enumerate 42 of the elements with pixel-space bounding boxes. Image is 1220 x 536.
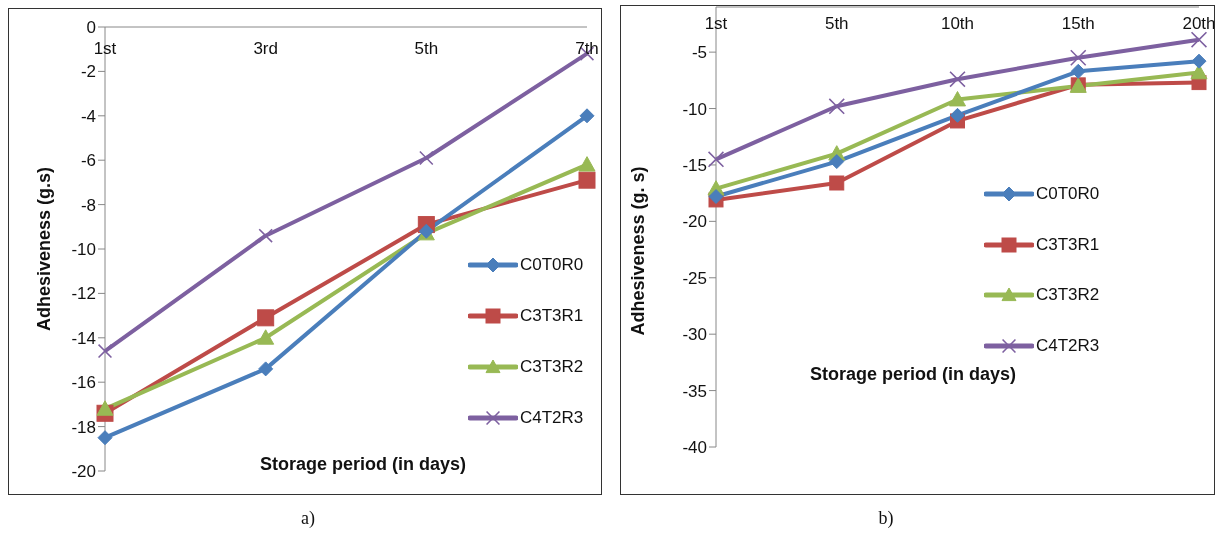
y-tick-label: -6: [80, 151, 96, 171]
y-axis-title: Adhesiveness (g. s): [627, 166, 649, 336]
y-tick-label: -18: [71, 417, 96, 437]
y-tick-label: -35: [682, 381, 707, 401]
x-tick-label: 7th: [575, 39, 599, 58]
x-tick-label: 10th: [940, 14, 975, 33]
y-tick-label: -15: [682, 155, 707, 175]
y-tick-label: -2: [80, 62, 96, 82]
x-tick-label: 3rd: [253, 39, 278, 58]
legend-label: C0T0R0: [520, 254, 584, 275]
y-tick-label: -4: [80, 106, 96, 126]
x-axis-title: Storage period (in days): [259, 453, 467, 475]
y-tick-label: -8: [80, 195, 96, 215]
x-tick-label: 5th: [824, 14, 849, 33]
y-tick-label: -14: [71, 328, 96, 348]
legend-label: C3T3R1: [1036, 234, 1100, 255]
x-tick-label: 20th: [1182, 14, 1216, 33]
y-tick-label: 0: [86, 18, 96, 38]
x-axis-title: Storage period (in days): [809, 363, 1017, 385]
y-axis-title: Adhesiveness (g.s): [33, 166, 55, 332]
y-tick-label: -20: [682, 212, 707, 232]
legend-label: C4T2R3: [1036, 335, 1100, 356]
y-tick-label: -10: [682, 99, 707, 119]
y-tick-label: -10: [71, 240, 96, 260]
x-tick-label: 1st: [93, 39, 117, 58]
y-tick-label: -30: [682, 325, 707, 345]
x-tick-label: 15th: [1061, 14, 1095, 33]
y-tick-label: -20: [71, 462, 96, 482]
legend-label: C3T3R2: [1036, 285, 1100, 306]
y-tick-label: -12: [71, 284, 96, 304]
legend-label: C3T3R1: [520, 305, 584, 326]
legend-label: C3T3R2: [520, 356, 584, 377]
x-tick-label: 1st: [704, 14, 728, 33]
x-tick-label: 5th: [414, 39, 439, 58]
y-tick-label: -25: [682, 268, 707, 288]
y-tick-label: -40: [682, 438, 707, 458]
legend-label: C0T0R0: [1036, 184, 1100, 205]
text: b): [878, 507, 894, 529]
y-tick-label: -16: [71, 373, 96, 393]
legend-label: C4T2R3: [520, 407, 584, 428]
y-tick-label: -5: [691, 43, 707, 63]
text: a): [301, 507, 315, 529]
